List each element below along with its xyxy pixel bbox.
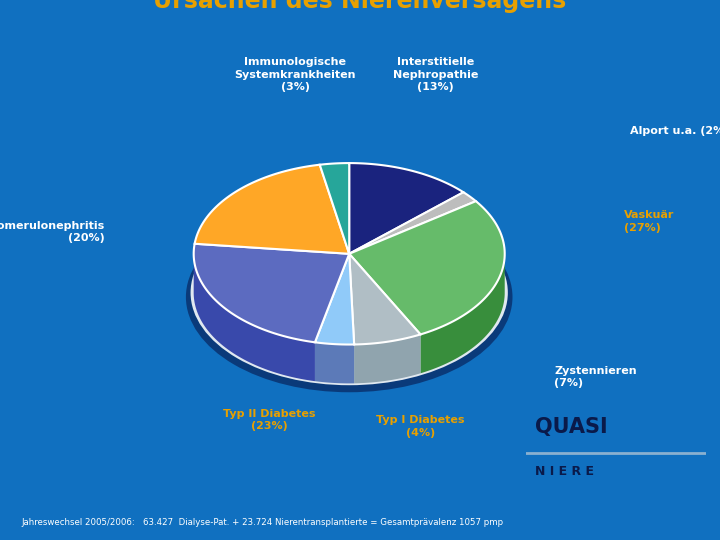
Text: Typ I Diabetes
(4%): Typ I Diabetes (4%) <box>377 415 464 438</box>
Text: Typ II Diabetes
(23%): Typ II Diabetes (23%) <box>223 409 315 431</box>
Polygon shape <box>349 163 464 254</box>
Polygon shape <box>349 254 420 345</box>
Polygon shape <box>349 192 476 254</box>
Polygon shape <box>194 244 349 342</box>
Text: Alport u.a. (2%): Alport u.a. (2%) <box>630 126 720 136</box>
Ellipse shape <box>191 200 508 385</box>
Polygon shape <box>194 253 315 381</box>
Text: Ursachen des Nierenversagens: Ursachen des Nierenversagens <box>153 0 567 13</box>
Text: Interstitielle
Nephropathie
(13%): Interstitielle Nephropathie (13%) <box>393 57 478 92</box>
Ellipse shape <box>186 202 513 392</box>
Polygon shape <box>315 254 354 345</box>
Text: Immunologische
Systemkrankheiten
(3%): Immunologische Systemkrankheiten (3%) <box>235 57 356 92</box>
Text: N I E R E: N I E R E <box>534 465 593 478</box>
Polygon shape <box>349 201 505 334</box>
Text: Vaskuär
(27%): Vaskuär (27%) <box>624 210 674 233</box>
Text: Jahreswechsel 2005/2006:   63.427  Dialyse-Pat. + 23.724 Nierentransplantierte =: Jahreswechsel 2005/2006: 63.427 Dialyse-… <box>22 518 504 528</box>
Polygon shape <box>354 334 420 383</box>
Polygon shape <box>420 253 505 373</box>
Text: Zystennieren
(7%): Zystennieren (7%) <box>554 366 637 388</box>
Text: Glomerulonephritis
(20%): Glomerulonephritis (20%) <box>0 221 105 244</box>
Polygon shape <box>315 342 354 383</box>
Text: QUASI: QUASI <box>534 416 607 437</box>
Polygon shape <box>320 163 349 254</box>
Polygon shape <box>194 165 349 254</box>
